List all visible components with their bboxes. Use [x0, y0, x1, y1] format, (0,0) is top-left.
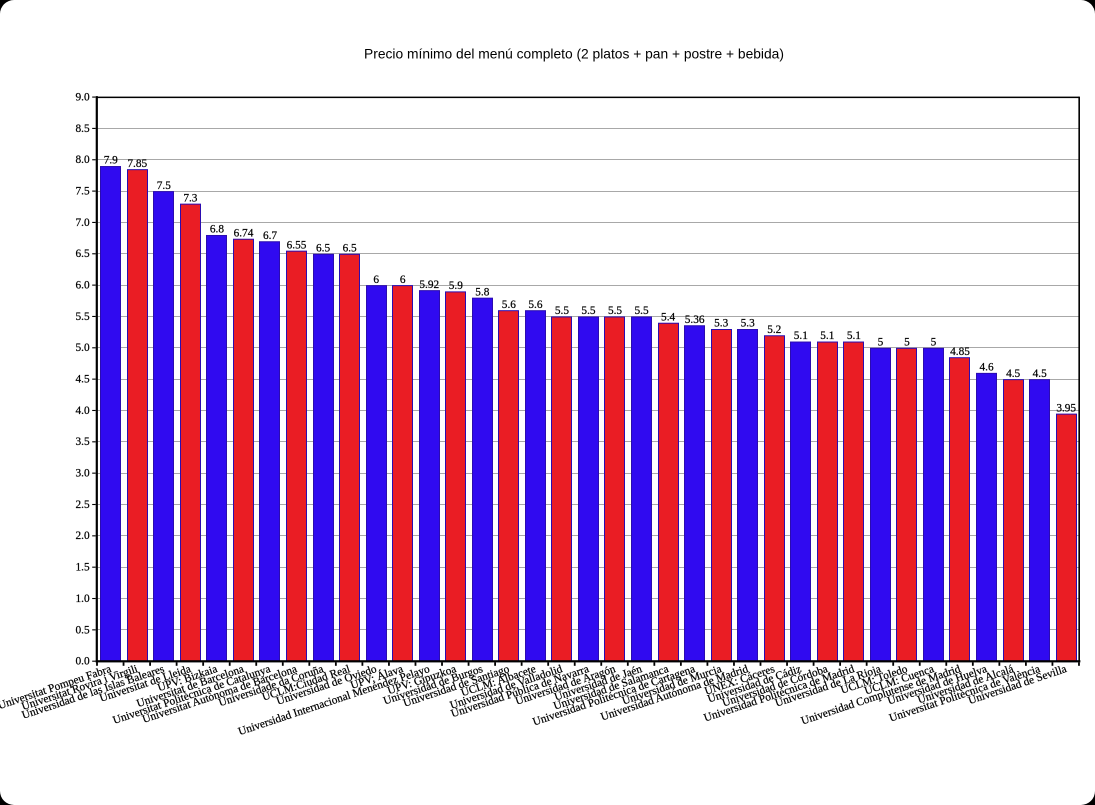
svg-text:5: 5 [878, 337, 884, 349]
svg-text:4.85: 4.85 [950, 346, 970, 358]
svg-text:6.7: 6.7 [263, 230, 277, 242]
svg-text:5.2: 5.2 [767, 324, 781, 336]
svg-text:5.0: 5.0 [75, 342, 89, 354]
svg-text:4.0: 4.0 [75, 405, 89, 417]
svg-text:5.4: 5.4 [661, 311, 675, 323]
svg-text:6.55: 6.55 [287, 239, 307, 251]
svg-text:1.0: 1.0 [75, 593, 89, 605]
svg-text:5.9: 5.9 [449, 280, 463, 292]
svg-text:5.1: 5.1 [820, 330, 834, 342]
svg-text:5.5: 5.5 [635, 305, 649, 317]
svg-text:3.0: 3.0 [75, 468, 89, 480]
svg-text:6.8: 6.8 [210, 224, 224, 236]
svg-text:6: 6 [373, 274, 379, 286]
svg-text:7.5: 7.5 [75, 186, 89, 198]
svg-text:6.5: 6.5 [316, 242, 330, 254]
svg-text:5.1: 5.1 [794, 330, 808, 342]
svg-text:5.3: 5.3 [714, 318, 728, 330]
svg-text:0.5: 0.5 [75, 624, 89, 636]
svg-text:2.5: 2.5 [75, 499, 89, 511]
svg-text:7.3: 7.3 [183, 192, 197, 204]
svg-text:5.6: 5.6 [528, 299, 542, 311]
svg-text:4.5: 4.5 [1033, 368, 1047, 380]
svg-text:5.5: 5.5 [75, 311, 89, 323]
svg-text:9.0: 9.0 [75, 91, 89, 103]
svg-text:7.9: 7.9 [104, 155, 118, 167]
svg-text:6.5: 6.5 [343, 242, 357, 254]
svg-text:5: 5 [931, 337, 937, 349]
svg-text:7.5: 7.5 [157, 180, 171, 192]
svg-text:5: 5 [904, 337, 910, 349]
svg-text:8.0: 8.0 [75, 154, 89, 166]
svg-text:5.92: 5.92 [419, 279, 439, 291]
svg-text:6.0: 6.0 [75, 280, 89, 292]
svg-text:5.5: 5.5 [608, 305, 622, 317]
svg-text:7.85: 7.85 [127, 158, 147, 170]
svg-text:5.3: 5.3 [741, 318, 755, 330]
svg-text:6.74: 6.74 [234, 227, 254, 239]
svg-text:2.0: 2.0 [75, 530, 89, 542]
svg-text:4.5: 4.5 [1006, 368, 1020, 380]
svg-text:5.5: 5.5 [581, 305, 595, 317]
svg-text:8.5: 8.5 [75, 123, 89, 135]
svg-text:4.5: 4.5 [75, 374, 89, 386]
svg-text:5.8: 5.8 [475, 286, 489, 298]
svg-text:3.95: 3.95 [1056, 402, 1076, 414]
svg-text:3.5: 3.5 [75, 436, 89, 448]
svg-text:5.5: 5.5 [555, 305, 569, 317]
svg-text:5.6: 5.6 [502, 299, 516, 311]
svg-text:5.1: 5.1 [847, 330, 861, 342]
svg-text:Precio mínimo del menú complet: Precio mínimo del menú completo (2 plato… [364, 47, 784, 62]
svg-text:6: 6 [400, 274, 406, 286]
svg-text:7.0: 7.0 [75, 217, 89, 229]
svg-text:0.0: 0.0 [75, 656, 89, 668]
svg-text:6.5: 6.5 [75, 248, 89, 260]
svg-text:1.5: 1.5 [75, 562, 89, 574]
svg-text:5.36: 5.36 [685, 314, 705, 326]
svg-text:4.6: 4.6 [980, 362, 994, 374]
